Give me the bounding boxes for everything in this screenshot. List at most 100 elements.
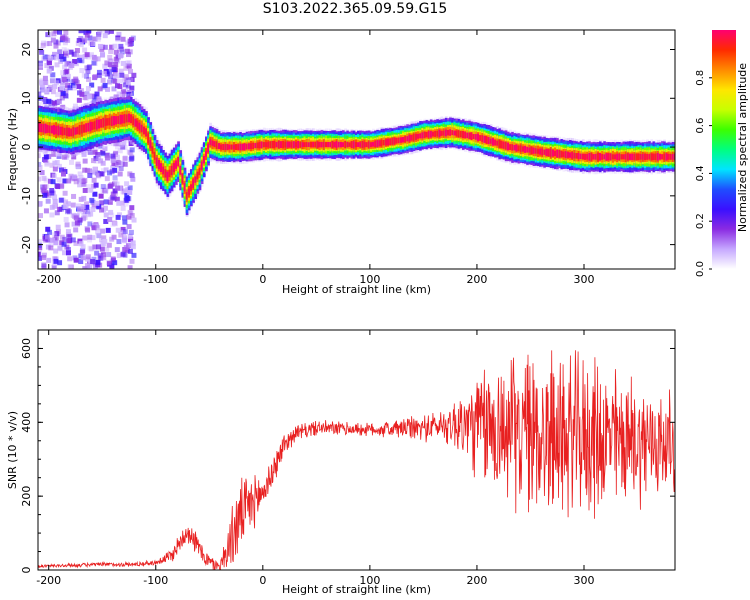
spectrogram-ridge-cell [322, 141, 326, 148]
spectrogram-ridge-cell [147, 133, 150, 144]
spectrogram-noise-cell [40, 42, 46, 48]
spectrogram-noise-cell [76, 57, 82, 63]
spectrogram-noise-cell [114, 196, 120, 202]
spectrogram-noise-cell [129, 205, 135, 211]
spectrogram-noise-cell [53, 235, 59, 241]
spectrogram-noise-cell [44, 63, 50, 69]
spectrogram-ridge-cell [217, 143, 221, 150]
spectrogram-ridge-cell [85, 123, 88, 133]
spectrogram-noise-cell [54, 80, 60, 86]
spectrogram-ridge-cell [453, 130, 457, 136]
spectrogram-ridge-cell [365, 142, 369, 148]
spectrogram-noise-cell [50, 54, 56, 60]
spectrogram-ridge-cell [344, 140, 347, 149]
spectrogram-noise-cell [69, 63, 75, 69]
spectrogram-noise-cell [66, 178, 72, 184]
snr-y-tick-label: 400 [20, 412, 33, 433]
spectrogram-noise-cell [56, 163, 62, 169]
spectrogram-ridge-cell [633, 153, 636, 160]
spectrogram-noise-cell [112, 188, 118, 194]
spectrogram-noise-cell [97, 255, 103, 261]
spectrogram-ridge-cell [534, 148, 538, 154]
spectrogram-noise-cell [125, 52, 131, 58]
spectrogram-noise-cell [103, 212, 109, 218]
spectrogram-noise-cell [96, 69, 102, 75]
spectrogram-ridge-cell [663, 153, 666, 160]
spectrogram-noise-cell [107, 217, 113, 223]
spectrogram-ridge-cell [592, 154, 596, 160]
spectrogram-ridge-cell [603, 154, 607, 160]
spectrogram-ridge-cell [521, 146, 525, 152]
spectrogram-noise-cell [120, 60, 126, 66]
spectrogram-ridge-cell [134, 118, 138, 127]
spectrogram-ridge-cell [496, 140, 499, 146]
spectrogram-ridge-cell [142, 126, 146, 135]
spectrogram-ridge-cell [222, 143, 225, 151]
spectrogram-ridge-cell [102, 117, 105, 128]
spectrogram-ridge-cell [337, 141, 341, 148]
spectrogram-noise-cell [81, 178, 87, 184]
spectrogram-noise-cell [122, 156, 128, 162]
spectrogram-noise-cell [129, 147, 135, 153]
spectrogram-noise-cell [95, 172, 101, 178]
spectrogram-noise-cell [98, 193, 104, 199]
spectrogram-ridge-cell [55, 126, 58, 135]
spectrogram-noise-cell [123, 245, 129, 251]
spectrogram-ridge-cell [130, 114, 133, 124]
spectrogram-ridge-cell [70, 128, 73, 137]
colorbar-tick-label: 0.2 [695, 213, 706, 229]
spectrogram-noise-cell [81, 72, 87, 78]
spectrogram-ridge-cell [190, 184, 193, 192]
spectrogram-noise-cell [64, 48, 70, 54]
spectrogram-ridge-cell [48, 125, 52, 133]
spectrogram-noise-cell [128, 150, 134, 156]
spectrogram-ridge-cell [72, 127, 75, 137]
spectrogram-noise-cell [60, 79, 66, 85]
spectrogram-ridge-cell [485, 136, 489, 144]
spectrogram-noise-cell [114, 162, 120, 168]
spectrogram-ridge-cell [100, 118, 103, 128]
spectrogram-noise-cell [98, 158, 104, 164]
spectrogram-noise-cell [130, 244, 136, 250]
spectrogram-ridge-cell [249, 143, 253, 149]
spectrogram-noise-cell [131, 217, 137, 223]
spectrogram-noise-cell [120, 144, 126, 150]
spectrogram-noise-cell [77, 238, 83, 244]
spectrogram-noise-cell [104, 246, 110, 252]
spectrogram-noise-cell [47, 229, 53, 235]
spectrogram-noise-cell [100, 51, 106, 57]
spectrogram-noise-cell [115, 35, 121, 41]
spectrogram-ridge-cell [297, 140, 300, 149]
spectrogram-noise-cell [57, 30, 63, 35]
spectrogram-ridge-cell [254, 143, 257, 149]
spectrogram-noise-cell [112, 78, 118, 84]
spectrogram-noise-cell [100, 160, 106, 166]
spectrogram-noise-cell [119, 141, 125, 147]
spectrogram-noise-cell [107, 183, 113, 189]
spectrogram-ridge-cell [438, 129, 442, 138]
spectrogram-ridge-cell [436, 130, 439, 137]
snr-y-tick-label: 0 [20, 567, 33, 574]
spectrogram-noise-cell [53, 258, 59, 264]
spectrogram-noise-cell [117, 53, 123, 59]
spectrogram-noise-cell [127, 185, 133, 191]
spectrogram-ridge-cell [312, 141, 315, 148]
spectrogram-noise-cell [110, 153, 116, 159]
spectrogram-noise-cell [124, 181, 130, 187]
spectrogram-noise-cell [82, 266, 88, 269]
spectrogram-noise-cell [55, 224, 61, 230]
spectrogram-noise-cell [100, 77, 106, 83]
spectrogram-noise-cell [130, 240, 136, 246]
spectrogram-noise-cell [47, 84, 53, 90]
spectrogram-ridge-cell [402, 136, 405, 143]
spectrogram-noise-cell [107, 260, 113, 266]
spectrogram-ridge-cell [446, 129, 450, 136]
spectrogram-ridge-cell [273, 140, 277, 149]
spectrogram-noise-cell [112, 167, 118, 173]
spectrogram-noise-cell [60, 70, 66, 76]
spectrogram-noise-cell [103, 188, 109, 194]
spectrogram-ridge-cell [431, 131, 435, 137]
spectrogram-noise-cell [67, 238, 73, 244]
spectrogram-noise-cell [60, 104, 66, 110]
spectrogram-noise-cell [123, 74, 129, 80]
